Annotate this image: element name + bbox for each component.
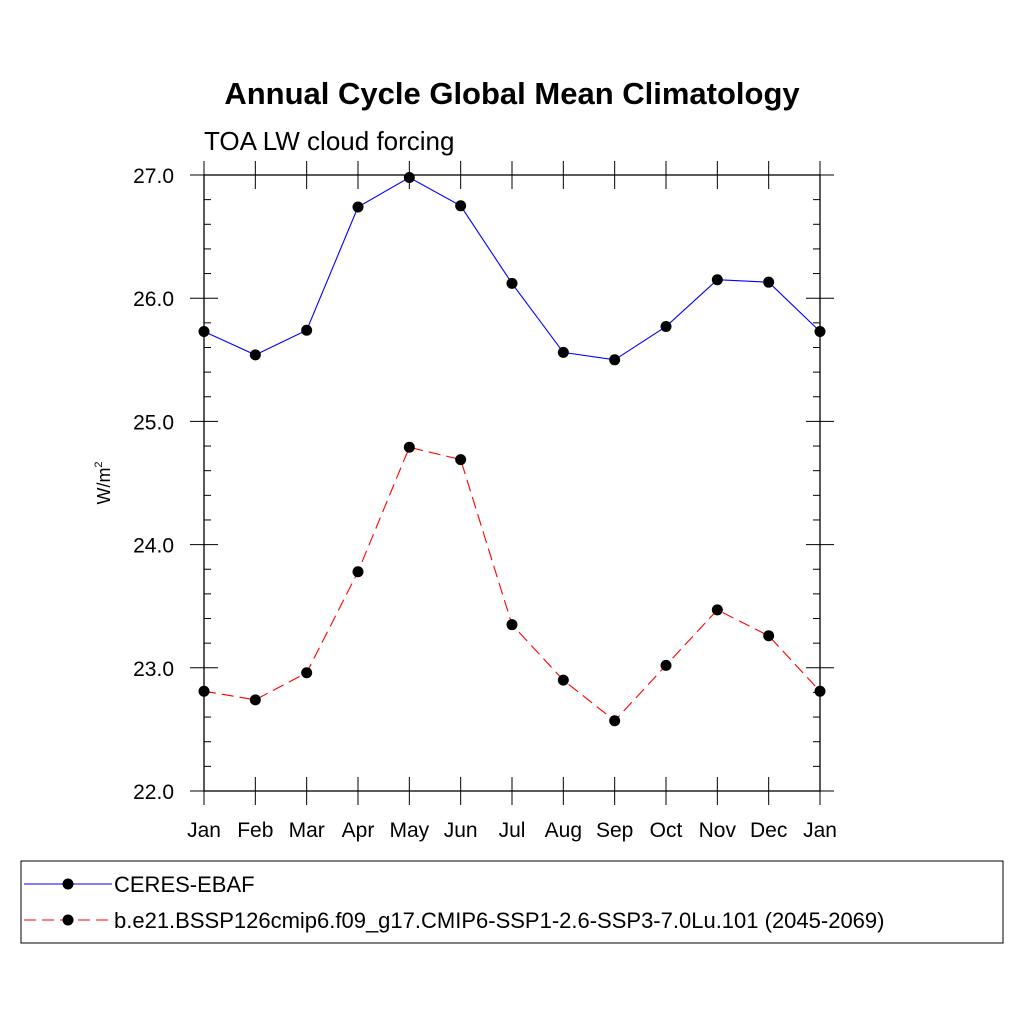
y-axis-label-base: W/m xyxy=(94,468,114,505)
legend-label-1: CERES-EBAF xyxy=(114,872,255,897)
series-line-1 xyxy=(203,176,821,361)
legend-marker-1 xyxy=(62,878,74,890)
x-tick-label: Apr xyxy=(342,819,375,842)
series-2-point xyxy=(249,694,261,706)
x-tick-label: Sep xyxy=(596,819,633,842)
legend-marker-2 xyxy=(62,914,74,926)
x-tick-label: Mar xyxy=(289,819,325,842)
series-2-point xyxy=(352,566,364,578)
series-1-point xyxy=(455,200,467,212)
x-tick-label: Jan xyxy=(187,819,221,842)
series-1-point xyxy=(763,276,775,288)
plot-frame xyxy=(203,174,821,792)
chart-title: Annual Cycle Global Mean Climatology xyxy=(224,76,800,111)
x-tick-label: Oct xyxy=(650,819,683,842)
series-1-point xyxy=(557,346,569,358)
series-1-point xyxy=(403,171,415,183)
y-axis-label: W/m2 xyxy=(93,461,114,504)
series-2-point xyxy=(660,659,672,671)
series-1-point xyxy=(352,201,364,213)
y-axis-label-superscript: 2 xyxy=(93,461,105,467)
series-2-point xyxy=(506,619,518,631)
x-axis-tick-labels: Jan Feb Mar Apr May Jun Jul Aug Sep Oct Nov Dec Jan xyxy=(187,819,837,842)
axis-ticks xyxy=(190,161,834,805)
series-layer xyxy=(198,171,826,727)
series-1-point xyxy=(814,325,826,337)
x-tick-label: Dec xyxy=(750,819,787,842)
series-2-point xyxy=(557,674,569,686)
x-tick-label: Jul xyxy=(499,819,526,842)
series-1-point xyxy=(660,321,672,333)
series-line-2 xyxy=(203,446,821,722)
y-tick-label: 26.0 xyxy=(133,288,174,311)
series-1-point xyxy=(711,274,723,286)
series-2-point xyxy=(455,454,467,466)
legend: CERES-EBAF b.e21.BSSP126cmip6.f09_g17.CMI… xyxy=(20,860,1004,944)
legend-label-2: b.e21.BSSP126cmip6.f09_g17.CMIP6-SSP1-2.… xyxy=(114,908,884,933)
series-2-point xyxy=(609,715,621,727)
series-2-point xyxy=(403,441,415,453)
y-tick-label: 24.0 xyxy=(133,535,174,558)
series-1-point xyxy=(301,324,313,336)
x-tick-label: Nov xyxy=(699,819,737,842)
y-tick-label: 25.0 xyxy=(133,411,174,434)
x-tick-label: Feb xyxy=(237,819,273,842)
series-1-point xyxy=(609,354,621,366)
legend-items: CERES-EBAF b.e21.BSSP126cmip6.f09_g17.CMI… xyxy=(24,872,884,933)
y-tick-label: 23.0 xyxy=(133,658,174,681)
series-2-point xyxy=(814,685,826,697)
series-2-point xyxy=(763,630,775,642)
series-1-point xyxy=(198,325,210,337)
chart-subtitle: TOA LW cloud forcing xyxy=(204,126,454,156)
y-tick-label: 22.0 xyxy=(133,781,174,804)
series-2-point xyxy=(711,604,723,616)
series-2-point xyxy=(301,667,313,679)
x-tick-label: Aug xyxy=(545,819,582,842)
y-axis-tick-labels: 22.0 23.0 24.0 25.0 26.0 27.0 xyxy=(133,165,174,804)
x-tick-label: Jan xyxy=(803,819,837,842)
legend-box xyxy=(20,860,1004,944)
series-2-point xyxy=(198,685,210,697)
series-1-point xyxy=(506,277,518,289)
x-tick-label: May xyxy=(389,819,429,842)
x-tick-label: Jun xyxy=(444,819,478,842)
series-1-point xyxy=(249,349,261,361)
y-tick-label: 27.0 xyxy=(133,165,174,188)
